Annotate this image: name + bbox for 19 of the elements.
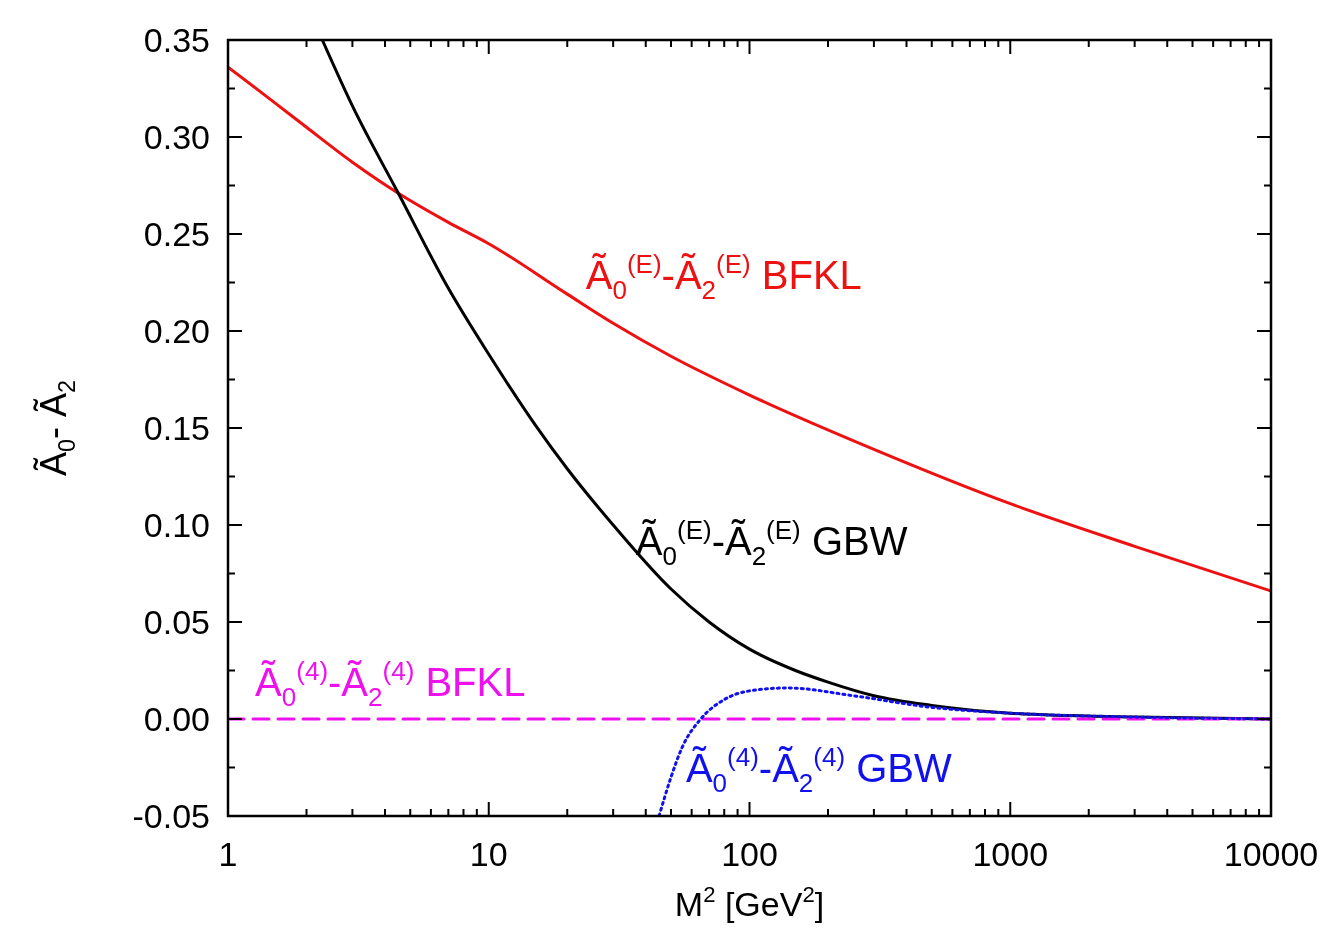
x-tick-label: 1 (218, 835, 238, 873)
annotation: Ã$_{0}$$^{(4)}$-Ã$_{2}$$^{(4)}$ GBW (685, 741, 952, 798)
y-tick-label: 0.10 (143, 506, 210, 544)
annotation: Ã$_{0}$$^{(E)}$-Ã$_{2}$$^{(E)}$ BFKL (585, 249, 862, 306)
y-tick-label: 0.30 (143, 118, 210, 156)
y-tick-label: 0.00 (143, 700, 210, 738)
annotation: Ã$_{0}$$^{(E)}$-Ã$_{2}$$^{(E)}$ GBW (635, 515, 908, 572)
x-tick-label: 1000 (972, 835, 1049, 873)
y-tick-label: 0.25 (143, 215, 210, 253)
annotation: Ã$_{0}$$^{(4)}$-Ã$_{2}$$^{(4)}$ BFKL (255, 656, 526, 713)
y-tick-label: 0.35 (143, 21, 210, 59)
x-tick-label: 10 (469, 835, 508, 873)
x-tick-label: 10000 (1223, 835, 1319, 873)
x-tick-label: 100 (721, 835, 778, 873)
y-tick-label: 0.20 (143, 312, 210, 350)
y-tick-label: -0.05 (132, 797, 210, 835)
x-axis-title: M$^{2}$ [GeV$^{2}$] (674, 882, 825, 923)
y-tick-label: 0.15 (143, 409, 210, 447)
y-tick-label: 0.05 (143, 603, 210, 641)
